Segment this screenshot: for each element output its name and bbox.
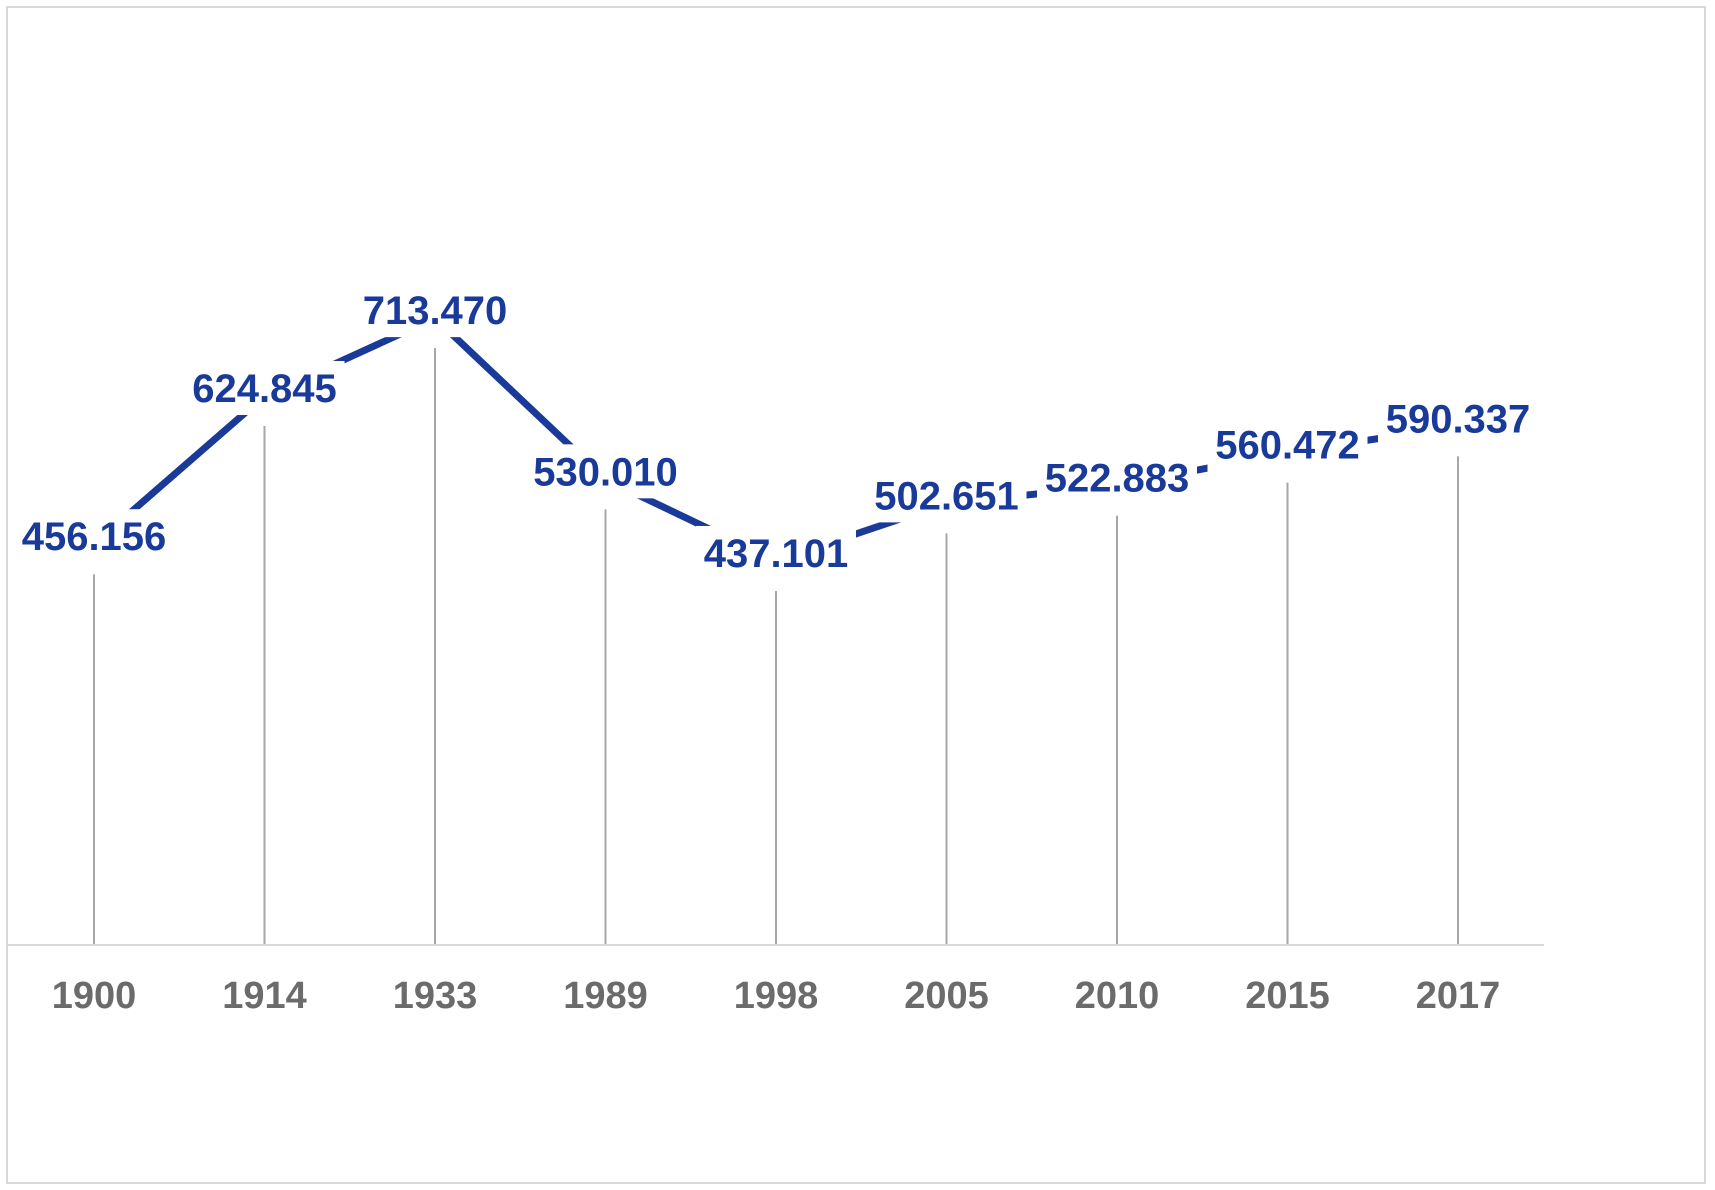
data-label-2005: 502.651	[874, 474, 1019, 518]
data-label-2015: 560.472	[1215, 424, 1360, 468]
x-tick-label-1900: 1900	[52, 975, 137, 1017]
x-tick-label-1933: 1933	[393, 975, 478, 1017]
x-tick-label-1989: 1989	[563, 975, 648, 1017]
x-tick-labels: 1900 1914 1933 1989 1998 2005 2010 2015 2017	[52, 975, 1501, 1017]
series-line	[91, 314, 1459, 565]
x-tick-label-2005: 2005	[904, 975, 989, 1017]
data-label-1933: 713.470	[363, 289, 508, 333]
x-tick-label-2017: 2017	[1416, 975, 1501, 1017]
x-tick-label-1998: 1998	[734, 975, 819, 1017]
x-tick-label-2010: 2010	[1075, 975, 1160, 1017]
data-label-1900: 456.156	[22, 515, 167, 559]
x-tick-label-2015: 2015	[1245, 975, 1330, 1017]
data-label-1989: 530.010	[533, 450, 678, 494]
series-line-group	[91, 314, 1459, 565]
data-label-2017: 590.337	[1386, 397, 1531, 441]
drop-lines	[93, 348, 1459, 945]
data-label-1998: 437.101	[704, 532, 849, 576]
data-labels: 456.156 624.845 713.470 530.010 437.101 502.6…	[22, 289, 1531, 576]
line-chart: 456.156 624.845 713.470 530.010 437.101 502.6…	[8, 289, 1544, 1017]
data-label-2010: 522.883	[1045, 457, 1190, 501]
chart-frame: 456.156 624.845 713.470 530.010 437.101 502.6…	[6, 6, 1706, 1184]
x-tick-label-1914: 1914	[222, 975, 307, 1017]
data-label-1914: 624.845	[192, 367, 337, 411]
